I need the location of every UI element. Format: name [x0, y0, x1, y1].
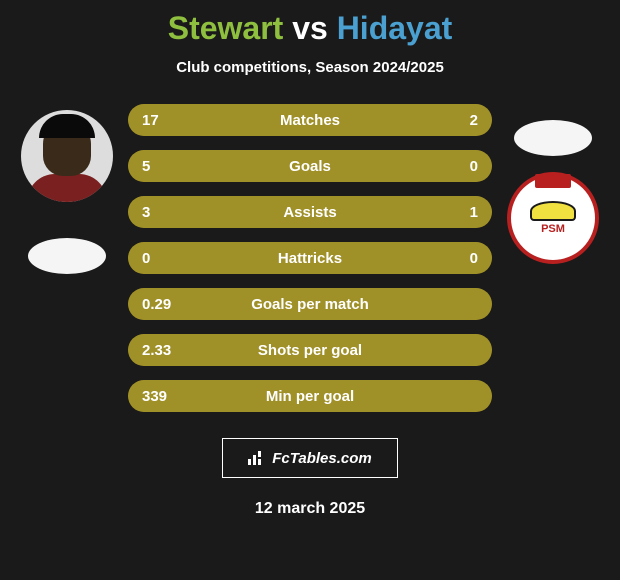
stat-right-value: 0	[470, 158, 478, 175]
stat-row: 00Hattricks	[128, 242, 492, 274]
page-title: Stewart vs Hidayat	[168, 10, 453, 47]
player2-club-badge: PSM	[507, 172, 599, 264]
stat-right-value: 2	[470, 112, 478, 129]
title-player2: Hidayat	[337, 10, 453, 46]
subtitle: Club competitions, Season 2024/2025	[176, 59, 444, 76]
stat-bar-left	[128, 150, 310, 182]
stat-left-value: 2.33	[142, 342, 171, 359]
player2-flag	[514, 120, 592, 156]
player1-flag	[28, 238, 106, 274]
comparison-card: Stewart vs Hidayat Club competitions, Se…	[0, 0, 620, 580]
avatar-hair	[39, 114, 95, 138]
footer-date: 12 march 2025	[255, 500, 365, 518]
stat-row: 0.29Goals per match	[128, 288, 492, 320]
stat-left-value: 3	[142, 204, 150, 221]
badge-mountain-icon	[530, 201, 576, 221]
footer-logo[interactable]: FcTables.com	[222, 438, 398, 478]
stat-right-value: 1	[470, 204, 478, 221]
main-row: 172Matches50Goals31Assists00Hattricks0.2…	[0, 104, 620, 412]
stat-row: 50Goals	[128, 150, 492, 182]
player1-avatar	[21, 110, 113, 202]
avatar-shirt	[27, 174, 107, 202]
badge-text: PSM	[530, 201, 576, 235]
stat-row: 31Assists	[128, 196, 492, 228]
stat-left-value: 17	[142, 112, 159, 129]
right-side: PSM	[498, 104, 608, 300]
title-vs: vs	[292, 10, 328, 46]
left-side	[12, 104, 122, 274]
stat-bar-right	[437, 334, 492, 366]
stat-bar-right	[310, 196, 492, 228]
stat-row: 339Min per goal	[128, 380, 492, 412]
stat-bar-right	[437, 288, 492, 320]
title-player1: Stewart	[168, 10, 284, 46]
badge-label-top: PSM	[530, 223, 576, 235]
stat-bar-left	[128, 334, 437, 366]
stat-left-value: 0	[142, 250, 150, 267]
stat-bar-right	[310, 104, 492, 136]
badge-brick-icon	[535, 174, 571, 188]
stat-left-value: 0.29	[142, 296, 171, 313]
stat-left-value: 5	[142, 158, 150, 175]
bars-icon	[248, 451, 266, 465]
stat-right-value: 0	[470, 250, 478, 267]
stat-bar-right	[310, 150, 492, 182]
stat-bar-right	[310, 242, 492, 274]
stat-bar-left	[128, 288, 437, 320]
stat-bar-left	[128, 196, 310, 228]
stat-left-value: 339	[142, 388, 167, 405]
stat-row: 172Matches	[128, 104, 492, 136]
stat-bar-right	[437, 380, 492, 412]
stats-list: 172Matches50Goals31Assists00Hattricks0.2…	[122, 104, 498, 412]
stat-bar-left	[128, 380, 437, 412]
stat-bar-left	[128, 242, 310, 274]
stat-row: 2.33Shots per goal	[128, 334, 492, 366]
footer-logo-text: FcTables.com	[272, 450, 371, 467]
